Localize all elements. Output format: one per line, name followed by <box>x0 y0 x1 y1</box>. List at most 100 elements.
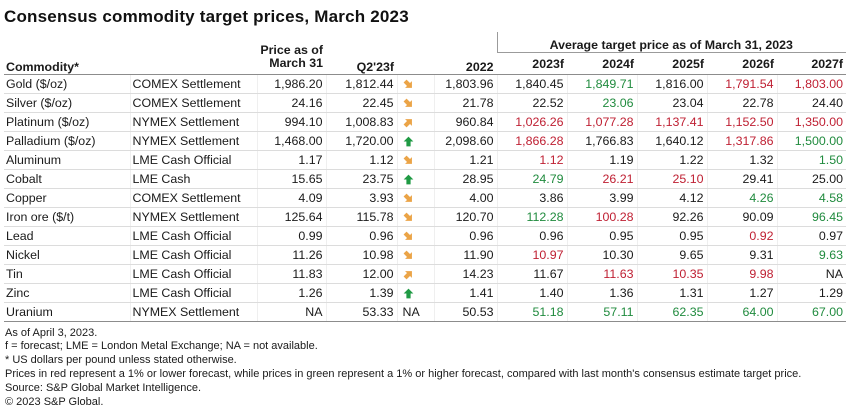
footnote-source: Source: S&P Global Market Intelligence. <box>5 382 202 395</box>
col-header-exchange <box>130 32 257 75</box>
forecast-2023: 1.40 <box>496 283 567 303</box>
forecast-2024: 57.11 <box>566 302 637 322</box>
trend-cell <box>396 74 434 94</box>
forecast-2024: 1,077.28 <box>566 112 637 132</box>
table-row: Nickel LME Cash Official 11.26 10.98 11.90 10… <box>4 245 847 265</box>
col-header-commodity: Commodity* <box>4 32 130 75</box>
forecast-2023: 10.97 <box>496 245 567 265</box>
footnote-copyright: © 2023 S&P Global. <box>5 396 104 409</box>
table-row: Silver ($/oz) COMEX Settlement 24.16 22.45 2… <box>4 93 847 113</box>
forecast-2025: 62.35 <box>636 302 707 322</box>
price-2022: 14.23 <box>433 264 497 284</box>
commodity-name: Silver ($/oz) <box>4 93 130 113</box>
footnote-units: * US dollars per pound unless stated oth… <box>5 354 237 367</box>
trend-flat-down-icon <box>400 76 416 92</box>
forecast-2023: 51.18 <box>496 302 567 322</box>
forecast-2026: 1,317.86 <box>706 131 777 151</box>
trend-flat-down-icon <box>400 247 416 263</box>
commodity-name: Uranium <box>4 302 130 322</box>
table-body: Gold ($/oz) COMEX Settlement 1,986.20 1,812… <box>4 74 847 322</box>
commodity-name: Lead <box>4 226 130 246</box>
q2-23-forecast: 10.98 <box>325 245 397 265</box>
forecast-2026: 29.41 <box>706 169 777 189</box>
commodity-name: Platinum ($/oz) <box>4 112 130 132</box>
trend-cell <box>396 169 434 189</box>
q2-23-forecast: 3.93 <box>325 188 397 208</box>
forecast-2027: 4.58 <box>776 188 847 208</box>
trend-up-icon <box>403 174 414 185</box>
trend-cell <box>396 188 434 208</box>
table-row: Gold ($/oz) COMEX Settlement 1,986.20 1,812… <box>4 74 847 94</box>
forecast-2026: 9.31 <box>706 245 777 265</box>
forecast-2023: 1.12 <box>496 150 567 170</box>
price-2022: 120.70 <box>433 207 497 227</box>
trend-cell <box>396 93 434 113</box>
q2-23-forecast: 12.00 <box>325 264 397 284</box>
group-header-row: Commodity* Price as of March 31 Q2'23f 20… <box>4 32 847 75</box>
price-as-of-march-31: 1.17 <box>256 150 326 170</box>
forecast-2024: 1.36 <box>566 283 637 303</box>
price-2022: 1.41 <box>433 283 497 303</box>
exchange-name: COMEX Settlement <box>129 74 257 94</box>
forecast-2025: 1.31 <box>636 283 707 303</box>
col-header-trend <box>397 32 434 75</box>
exchange-name: LME Cash Official <box>129 226 257 246</box>
forecast-2027: 25.00 <box>776 169 847 189</box>
col-header-2024f: 2024f <box>567 52 637 75</box>
forecast-2024: 11.63 <box>566 264 637 284</box>
footnote-abbreviations: f = forecast; LME = London Metal Exchang… <box>5 340 318 353</box>
forecast-2025: 1,137.41 <box>636 112 707 132</box>
group-header: Average target price as of March 31, 202… <box>496 32 847 53</box>
forecast-2025: 1.22 <box>636 150 707 170</box>
trend-flat-down-icon <box>400 152 416 168</box>
forecast-2025: 92.26 <box>636 207 707 227</box>
forecast-2026: 1,152.50 <box>706 112 777 132</box>
forecast-2027: 1,500.00 <box>776 131 847 151</box>
forecast-2023: 11.67 <box>496 264 567 284</box>
trend-flat-down-icon <box>400 95 416 111</box>
table-row: Zinc LME Cash Official 1.26 1.39 1.41 1.40 1.3… <box>4 283 847 303</box>
footnote-as-of: As of April 3, 2023. <box>5 326 98 339</box>
forecast-2025: 1,640.12 <box>636 131 707 151</box>
forecast-2025: 10.35 <box>636 264 707 284</box>
exchange-name: COMEX Settlement <box>129 188 257 208</box>
col-header-price: Price as of March 31 <box>257 32 326 75</box>
forecast-2027: 1,803.00 <box>776 74 847 94</box>
commodity-name: Copper <box>4 188 130 208</box>
forecast-2023: 1,840.45 <box>496 74 567 94</box>
price-2022: 21.78 <box>433 93 497 113</box>
price-as-of-march-31: 24.16 <box>256 93 326 113</box>
forecast-2023: 3.86 <box>496 188 567 208</box>
price-as-of-march-31: 1,468.00 <box>256 131 326 151</box>
forecast-2024: 1,849.71 <box>566 74 637 94</box>
forecast-2027: 0.97 <box>776 226 847 246</box>
forecast-2026: 64.00 <box>706 302 777 322</box>
price-as-of-march-31: 15.65 <box>256 169 326 189</box>
forecast-2023: 1,026.26 <box>496 112 567 132</box>
exchange-name: NYMEX Settlement <box>129 302 257 322</box>
trend-flat-up-icon <box>400 114 416 130</box>
exchange-name: LME Cash Official <box>129 264 257 284</box>
price-2022: 50.53 <box>433 302 497 322</box>
forecast-2026: 1,791.54 <box>706 74 777 94</box>
commodity-name: Cobalt <box>4 169 130 189</box>
forecast-2026: 90.09 <box>706 207 777 227</box>
price-2022: 1,803.96 <box>433 74 497 94</box>
commodity-name: Aluminum <box>4 150 130 170</box>
column-header-row: 2023f 2024f 2025f 2026f 2027f <box>4 52 847 75</box>
table-row: Aluminum LME Cash Official 1.17 1.12 1.21 1.1… <box>4 150 847 170</box>
trend-flat-up-icon <box>400 266 416 282</box>
forecast-2024: 100.28 <box>566 207 637 227</box>
forecast-2025: 4.12 <box>636 188 707 208</box>
forecast-2027: 96.45 <box>776 207 847 227</box>
forecast-2023: 0.96 <box>496 226 567 246</box>
col-header-q2: Q2'23f <box>326 32 397 75</box>
col-header-2022: 2022 <box>434 32 497 75</box>
exchange-name: COMEX Settlement <box>129 93 257 113</box>
commodity-name: Palladium ($/oz) <box>4 131 130 151</box>
commodity-name: Tin <box>4 264 130 284</box>
commodity-name: Gold ($/oz) <box>4 74 130 94</box>
forecast-2024: 3.99 <box>566 188 637 208</box>
col-header-price-line2: March 31 <box>269 56 323 70</box>
